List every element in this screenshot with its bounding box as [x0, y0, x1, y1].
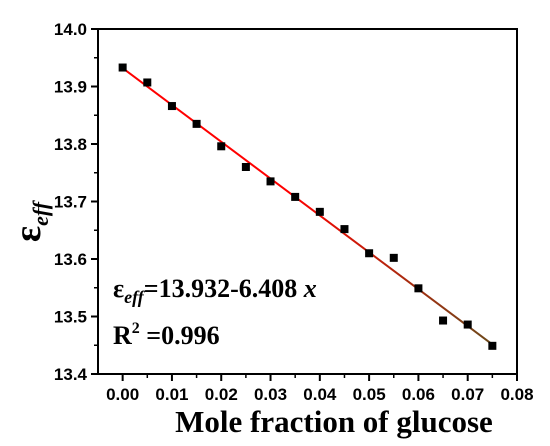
y-tick-label: 13.7 — [54, 193, 87, 212]
fit-line — [122, 67, 493, 346]
y-tick-label: 13.4 — [54, 365, 88, 384]
y-tick-label: 13.6 — [54, 250, 87, 269]
x-axis: 0.00 0.01 0.02 0.03 0.04 0.05 0.06 0.07 0.08 — [106, 374, 534, 404]
r2-sup: 2 — [132, 320, 140, 337]
data-points — [118, 63, 497, 350]
x-tick-label: 0.01 — [155, 385, 188, 404]
r2-annotation: R2 =0.996 — [113, 320, 220, 350]
equation-rest: =13.932-6.408 — [144, 274, 304, 303]
fit-line-group — [122, 67, 493, 346]
data-point — [315, 207, 324, 216]
data-point — [463, 320, 472, 329]
x-tick-label: 0.03 — [254, 385, 287, 404]
equation-eps: ε — [113, 274, 124, 303]
equation-annotation: εeff=13.932-6.408 x — [113, 274, 317, 307]
data-point — [414, 284, 423, 293]
data-point — [217, 142, 226, 151]
r2-rest: =0.996 — [140, 321, 220, 350]
x-tick-label: 0.08 — [500, 385, 533, 404]
y-tick-label: 14.0 — [54, 20, 87, 39]
y-tick-label: 13.9 — [54, 78, 87, 97]
x-tick-label: 0.00 — [106, 385, 139, 404]
y-axis-title: εeff — [7, 199, 53, 242]
x-tick-label: 0.06 — [402, 385, 435, 404]
x-tick-label: 0.02 — [205, 385, 238, 404]
data-point — [291, 192, 300, 201]
r2-prefix: R — [113, 321, 132, 350]
data-point — [241, 163, 250, 171]
data-point — [340, 225, 349, 234]
equation-var: x — [303, 274, 317, 303]
data-point — [389, 253, 398, 262]
y-tick-label: 13.8 — [54, 135, 87, 154]
y-axis-title-main: ε — [7, 226, 49, 242]
data-point — [488, 341, 497, 350]
y-tick-label: 13.5 — [54, 308, 87, 327]
data-point — [192, 119, 201, 128]
x-tick-label: 0.04 — [303, 385, 337, 404]
equation-sub: eff — [124, 287, 146, 307]
data-point — [266, 177, 275, 186]
data-point — [143, 78, 152, 87]
x-tick-label: 0.07 — [451, 385, 484, 404]
y-axis: 13.4 13.5 13.6 13.7 13.8 13.9 14.0 — [54, 20, 98, 384]
data-point — [118, 63, 127, 72]
data-point — [439, 316, 448, 325]
data-point — [365, 249, 374, 258]
x-axis-title: Mole fraction of glucose — [175, 404, 493, 439]
data-point — [167, 102, 176, 111]
y-axis-title-sub: eff — [28, 199, 53, 226]
x-tick-label: 0.05 — [353, 385, 386, 404]
